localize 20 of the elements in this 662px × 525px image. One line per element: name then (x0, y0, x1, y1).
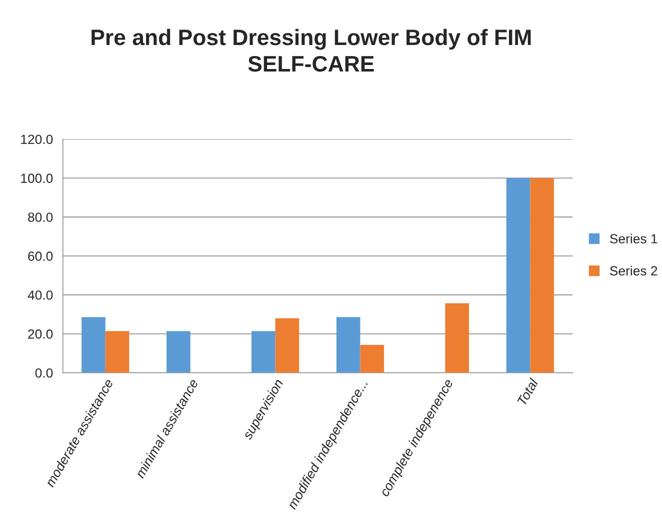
bar (166, 331, 190, 373)
y-tick-label: 40.0 (28, 290, 53, 300)
bar (445, 303, 469, 373)
bar (82, 317, 106, 373)
y-tick-label: 100.0 (21, 174, 53, 183)
y-tick-label: 0.0 (35, 368, 53, 378)
legend-label: Series 1 (610, 234, 658, 244)
bar (530, 178, 554, 373)
bar (506, 178, 530, 373)
chart-title: Pre and Post Dressing Lower Body of FIM SELF-CARE (92, 28, 531, 72)
bar (105, 331, 130, 373)
bar (275, 318, 300, 373)
bar (251, 331, 276, 373)
bar (360, 344, 384, 373)
y-tick-label: 80.0 (28, 212, 53, 222)
bar (336, 317, 360, 373)
y-tick-label: 120.0 (21, 134, 53, 144)
y-tick-label: 20.0 (28, 329, 53, 339)
legend-label: Series 2 (610, 266, 658, 276)
y-tick-label: 60.0 (28, 252, 53, 261)
